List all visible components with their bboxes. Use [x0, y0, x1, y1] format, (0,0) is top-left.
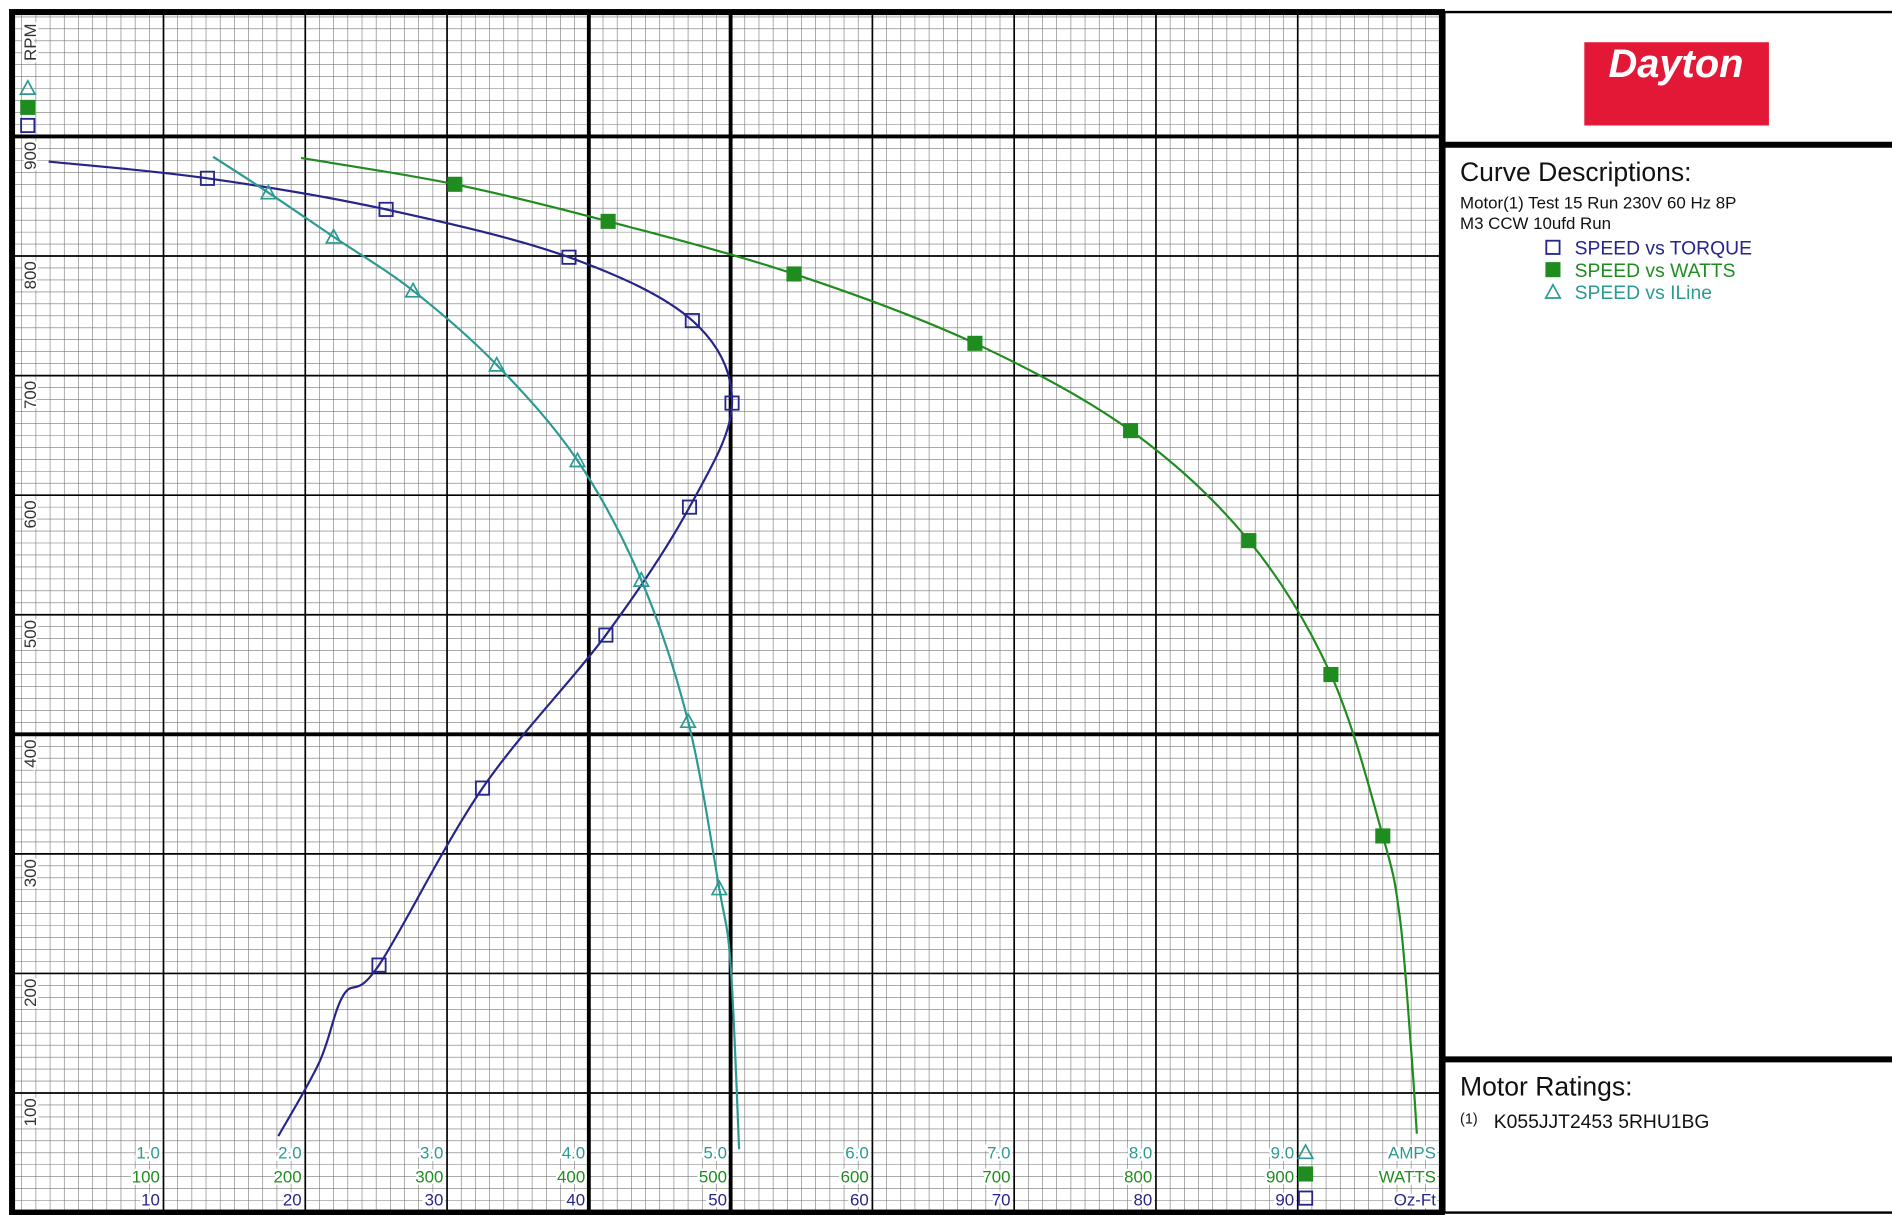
logo-box [1584, 42, 1769, 126]
marker [259, 183, 278, 200]
y-tick-label: 300 [21, 859, 40, 887]
marker [598, 627, 614, 643]
marker [600, 213, 616, 229]
x-tick-label: 8.0 [1129, 1143, 1152, 1162]
x-axis-label: WATTS [1379, 1167, 1436, 1186]
x-tick-label: 90 [1275, 1190, 1294, 1209]
curve [48, 160, 734, 1137]
axis-symbol [1296, 1143, 1315, 1160]
ratings-title: Motor Ratings: [1460, 1072, 1633, 1102]
marker [474, 780, 491, 796]
x-tick-label: 10 [141, 1190, 160, 1209]
x-tick-label: 900 [1266, 1167, 1294, 1186]
x-tick-label: 800 [1124, 1167, 1152, 1186]
plot-frame [9, 9, 1445, 1215]
y-tick-label: 800 [21, 261, 40, 289]
y-tick-label: 600 [21, 500, 40, 528]
curve [212, 155, 741, 1150]
x-tick-label: 50 [708, 1190, 727, 1209]
y-tick-label: 100 [21, 1098, 40, 1126]
x-tick-label: 2.0 [278, 1143, 301, 1162]
legend-label: SPEED vs TORQUE [1575, 239, 1752, 260]
marker [1375, 828, 1391, 844]
legend-label: SPEED vs ILine [1575, 283, 1712, 304]
x-tick-label: 300 [415, 1167, 443, 1186]
x-tick-label: 7.0 [987, 1143, 1010, 1162]
marker [632, 571, 650, 587]
legend-symbol [1545, 262, 1561, 278]
logo-reg: ® [1776, 43, 1783, 54]
marker [967, 335, 983, 351]
marker [568, 451, 587, 468]
x-tick-label: 60 [850, 1190, 869, 1209]
axis-symbol [1298, 1190, 1314, 1206]
marker [488, 355, 506, 372]
x-tick-label: 9.0 [1271, 1143, 1294, 1162]
marker [404, 281, 422, 298]
description: M3 CCW 10ufd Run [1460, 214, 1611, 233]
x-tick-label: 1.0 [136, 1143, 159, 1162]
curve [300, 156, 1418, 1134]
axis-symbol [20, 117, 36, 134]
y-tick-label: 700 [21, 381, 40, 409]
x-axis-label: Oz-Ft [1394, 1190, 1436, 1209]
x-tick-label: 3.0 [420, 1143, 443, 1162]
legend-label: SPEED vs WATTS [1575, 261, 1736, 282]
x-tick-label: 600 [841, 1167, 869, 1186]
panel-frame [1443, 10, 1892, 1214]
logo: Dayton [1609, 42, 1744, 86]
axis-symbol [1298, 1166, 1314, 1182]
marker [1241, 533, 1257, 549]
x-tick-label: 200 [274, 1167, 302, 1186]
marker [1123, 423, 1139, 439]
legend-symbol [1544, 282, 1562, 299]
x-tick-label: 5.0 [704, 1143, 727, 1162]
x-tick-label: 20 [283, 1190, 302, 1209]
y-tick-label: 400 [21, 740, 40, 768]
marker [786, 266, 802, 282]
x-tick-label: 100 [132, 1167, 160, 1186]
axis-symbol [20, 99, 36, 115]
marker [724, 395, 740, 411]
y-tick-label: 200 [21, 979, 40, 1007]
x-tick-label: 4.0 [562, 1143, 585, 1162]
marker [681, 499, 698, 515]
marker [679, 712, 697, 729]
plot: 1.0 2.0 3.0 4.0 5.0 6.0 7.0 8.0 9.0 AMPS 100 200 300… [19, 21, 1439, 1212]
description: Motor(1) Test 15 Run 230V 60 Hz 8P [1460, 194, 1736, 213]
marker [710, 879, 728, 896]
curve-title: Curve Descriptions: [1460, 157, 1692, 187]
x-tick-label: 40 [566, 1190, 585, 1209]
axis-symbol [19, 79, 37, 95]
marker [684, 313, 700, 329]
grid [12, 12, 1440, 1213]
x-tick-label: 6.0 [845, 1143, 868, 1162]
ratings: K055JJT2453 5RHU1BG [1494, 1112, 1710, 1133]
y-tick-label: 900 [21, 142, 40, 170]
x-tick-label: 30 [425, 1190, 444, 1209]
marker [199, 170, 215, 186]
x-tick-label: 400 [557, 1167, 585, 1186]
marker [1323, 666, 1339, 683]
x-tick-label: 500 [699, 1167, 727, 1186]
y-tick-label: 500 [21, 620, 40, 648]
marker [447, 176, 463, 192]
x-axis-label: AMPS [1388, 1143, 1436, 1162]
y-axis-label: RPM [21, 23, 40, 60]
legend-symbol [1545, 239, 1561, 255]
x-tick-label: 80 [1134, 1190, 1153, 1209]
marker [371, 957, 387, 973]
marker [561, 249, 577, 265]
marker [378, 201, 394, 217]
x-tick-label: 70 [992, 1190, 1011, 1209]
x-tick-label: 700 [982, 1167, 1010, 1186]
ratings-ref: (1) [1460, 1111, 1478, 1127]
marker [324, 227, 343, 244]
